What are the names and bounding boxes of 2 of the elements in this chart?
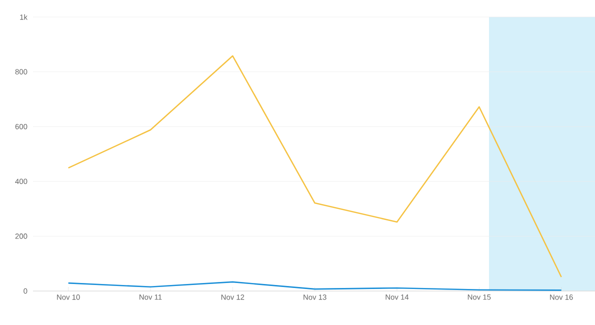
- line-series: [68, 281, 562, 291]
- line-series: [68, 55, 562, 278]
